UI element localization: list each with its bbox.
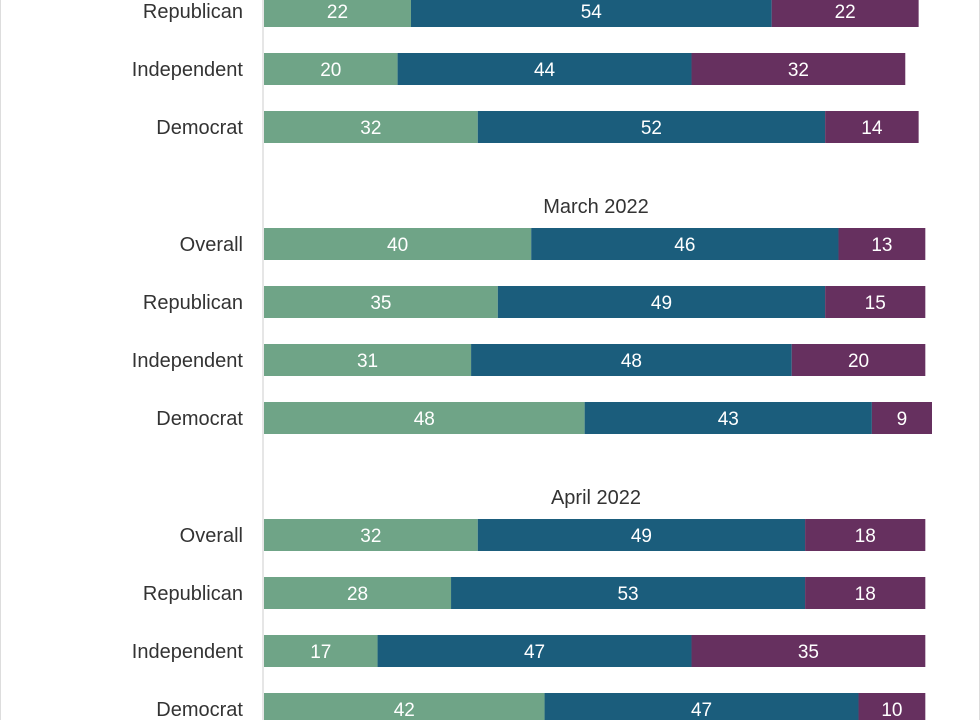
category-label: Republican	[143, 583, 243, 605]
data-label: 49	[651, 293, 672, 314]
category-label: Overall	[180, 525, 243, 547]
data-label: 10	[881, 700, 902, 720]
bar-segment	[264, 519, 478, 551]
bar-segment	[825, 111, 919, 143]
category-label: Republican	[143, 1, 243, 23]
group-title: March 2022	[543, 196, 649, 218]
bar-segment	[497, 286, 826, 318]
data-label: 35	[798, 642, 819, 663]
data-label: 14	[861, 118, 883, 139]
category-label: Overall	[180, 234, 243, 256]
bar-segment	[264, 111, 478, 143]
bar-segment	[264, 635, 378, 667]
bar-segment	[477, 111, 826, 143]
bar-segment	[264, 0, 411, 27]
bar-segment	[264, 344, 472, 376]
bar-segment	[691, 53, 906, 85]
bar-segment	[471, 344, 792, 376]
bar-segment	[264, 402, 585, 434]
data-label: 35	[370, 293, 391, 314]
bar-segment	[858, 693, 926, 720]
data-label: 20	[320, 60, 341, 81]
data-label: 42	[394, 700, 415, 720]
category-label: Independent	[132, 350, 244, 372]
category-label: Democrat	[156, 699, 243, 720]
bar-segment	[451, 577, 806, 609]
bar-segment	[410, 0, 772, 27]
bar-segment	[584, 402, 872, 434]
data-label: 54	[581, 2, 603, 23]
bar-segment	[871, 402, 932, 434]
category-label: Democrat	[156, 117, 243, 139]
data-label: 53	[617, 584, 638, 605]
bar-segment	[805, 577, 926, 609]
bar-segment	[771, 0, 919, 27]
data-label: 13	[871, 235, 892, 256]
bar-segment	[377, 635, 692, 667]
data-label: 18	[855, 526, 876, 547]
bar-segment	[264, 286, 498, 318]
data-label: 32	[360, 526, 381, 547]
category-label: Republican	[143, 292, 243, 314]
bar-segment	[825, 286, 926, 318]
bar-segment	[791, 344, 926, 376]
category-label: Independent	[132, 59, 244, 81]
data-label: 17	[310, 642, 331, 663]
bar-segment	[397, 53, 692, 85]
data-label: 32	[360, 118, 381, 139]
bar-segment	[531, 228, 839, 260]
data-label: 28	[347, 584, 368, 605]
data-label: 43	[718, 409, 739, 430]
data-label: 48	[621, 351, 642, 372]
bar-segment	[544, 693, 859, 720]
category-label: Independent	[132, 641, 244, 663]
data-label: 9	[897, 409, 908, 430]
bar-segment	[264, 693, 545, 720]
data-label: 22	[835, 2, 856, 23]
bar-segment	[838, 228, 926, 260]
data-label: 47	[691, 700, 712, 720]
data-label: 47	[524, 642, 545, 663]
bar-segment	[264, 577, 452, 609]
data-label: 18	[855, 584, 876, 605]
data-label: 46	[674, 235, 695, 256]
category-label: Democrat	[156, 408, 243, 430]
bar-segment	[477, 519, 806, 551]
data-label: 31	[357, 351, 378, 372]
data-label: 48	[414, 409, 435, 430]
data-label: 20	[848, 351, 869, 372]
bar-segment	[805, 519, 926, 551]
data-label: 22	[327, 2, 348, 23]
bar-segment	[264, 228, 532, 260]
data-label: 15	[865, 293, 886, 314]
data-label: 32	[788, 60, 809, 81]
group-title: April 2022	[551, 487, 641, 509]
data-label: 40	[387, 235, 408, 256]
bar-segment	[264, 53, 398, 85]
data-label: 44	[534, 60, 556, 81]
data-label: 49	[631, 526, 652, 547]
bar-segment	[691, 635, 926, 667]
data-label: 52	[641, 118, 662, 139]
